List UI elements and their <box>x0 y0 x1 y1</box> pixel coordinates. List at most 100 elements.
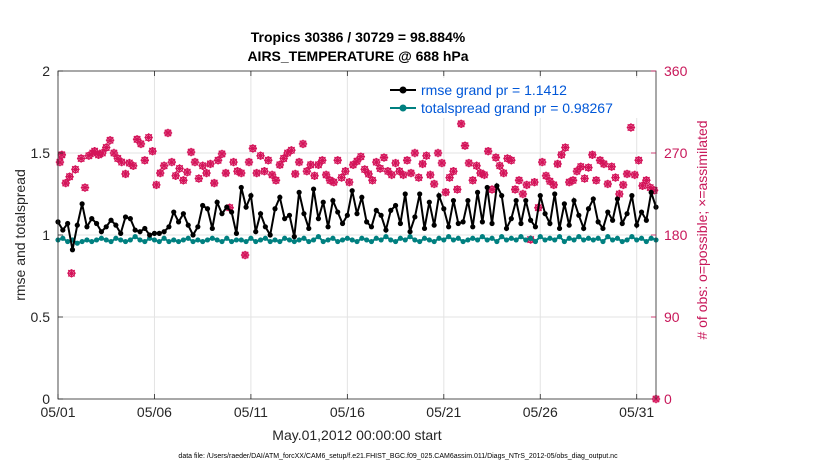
obs-assimilated-marker <box>244 157 254 167</box>
series-point <box>576 212 582 218</box>
obs-assimilated-marker <box>65 172 74 181</box>
obs-assimilated-marker <box>186 147 196 157</box>
obs-assimilated-marker <box>441 187 450 197</box>
obs-assimilated-marker <box>487 185 497 194</box>
obs-assimilated-marker <box>90 146 99 156</box>
obs-assimilated-marker <box>80 183 90 192</box>
series-point <box>392 202 399 209</box>
series-point <box>224 235 230 241</box>
series-point <box>561 201 567 207</box>
series-point <box>576 234 582 240</box>
series-point <box>407 234 413 240</box>
obs-assimilated-marker <box>615 189 624 199</box>
series-point <box>277 238 283 245</box>
series-point <box>89 238 95 245</box>
series-point <box>648 235 654 241</box>
series-point <box>262 235 268 241</box>
obs-assimilated-marker <box>217 149 227 159</box>
obs-assimilated-marker <box>240 250 250 260</box>
series-point <box>89 216 95 222</box>
series-point <box>282 216 288 222</box>
series-point <box>151 237 158 243</box>
obs-assimilated-marker <box>449 167 458 176</box>
obs-assimilated-marker <box>256 151 265 160</box>
series-point <box>436 235 442 241</box>
obs-assimilated-marker <box>464 158 474 168</box>
series-point <box>629 234 635 240</box>
obs-assimilated-marker <box>98 148 107 158</box>
obs-assimilated-marker <box>476 168 485 178</box>
series-point <box>224 204 230 210</box>
series-point <box>185 222 191 228</box>
obs-assimilated-marker <box>321 170 331 180</box>
obs-assimilated-marker <box>499 168 508 178</box>
series-point <box>166 224 172 230</box>
series-point <box>335 209 341 215</box>
obs-assimilated-marker <box>576 162 585 171</box>
series-point <box>421 235 428 241</box>
obs-assimilated-marker <box>67 269 76 278</box>
series-point <box>118 237 124 243</box>
obs-assimilated-marker <box>472 161 481 170</box>
series-point <box>431 238 437 245</box>
series-point <box>171 237 177 243</box>
series-point <box>460 219 466 225</box>
obs-assimilated-marker <box>410 148 420 158</box>
obs-assimilated-marker <box>310 171 319 180</box>
series-point <box>392 238 399 245</box>
series-point <box>229 238 235 245</box>
obs-assimilated-marker <box>291 169 300 179</box>
series-point <box>229 209 235 215</box>
obs-assimilated-marker <box>607 162 616 171</box>
series-point <box>122 214 129 220</box>
series-point <box>450 197 457 204</box>
series-point <box>277 194 283 200</box>
series-point <box>79 201 85 207</box>
series-point <box>446 234 452 240</box>
obs-assimilated-marker <box>175 164 184 173</box>
x-axis-tick-labels: 05/01 05/06 05/11 05/16 05/21 05/26 05/31 <box>40 404 654 420</box>
x-tick-label: 05/21 <box>426 404 461 420</box>
series-point <box>233 237 240 243</box>
obs-assimilated-marker <box>117 157 126 167</box>
obs-assimilated-marker <box>375 164 385 173</box>
series-point <box>200 202 206 209</box>
series-point <box>474 237 481 243</box>
series-point <box>103 237 109 243</box>
series-point <box>147 232 153 238</box>
obs-assimilated-marker <box>294 157 304 167</box>
obs-assimilated-marker <box>252 168 261 178</box>
x-axis-label: May.01,2012 00:00:00 start <box>272 427 442 443</box>
series-point <box>257 237 264 243</box>
legend-rmse-label: rmse grand pr = 1.1412 <box>421 82 567 98</box>
series-point <box>523 197 529 204</box>
obs-assimilated-marker <box>298 139 308 149</box>
series-point <box>634 237 640 243</box>
series-point <box>339 237 346 243</box>
series-point <box>262 224 268 230</box>
series-point <box>528 235 534 241</box>
series-point <box>465 197 471 204</box>
series-point <box>465 237 471 243</box>
obs-assimilated-marker <box>399 170 408 180</box>
series-point <box>513 237 519 243</box>
legend-box <box>386 78 652 118</box>
obs-assimilated-marker <box>418 159 427 169</box>
x-tick-label: 05/31 <box>619 404 654 420</box>
series-point <box>368 238 375 245</box>
obs-assimilated-marker <box>225 203 234 212</box>
series-point <box>503 237 510 243</box>
series-point <box>508 235 514 241</box>
obs-assimilated-marker <box>55 157 65 167</box>
left-y-tick-label: 0.5 <box>31 309 51 325</box>
obs-assimilated-marker <box>156 168 165 178</box>
obs-assimilated-marker <box>456 119 466 129</box>
series-point <box>79 238 85 245</box>
series-point <box>571 197 577 204</box>
obs-assimilated-marker <box>237 168 246 178</box>
series-point <box>272 206 278 212</box>
x-tick-label: 05/06 <box>137 404 172 420</box>
series-point <box>74 222 80 228</box>
series-point <box>296 237 302 243</box>
